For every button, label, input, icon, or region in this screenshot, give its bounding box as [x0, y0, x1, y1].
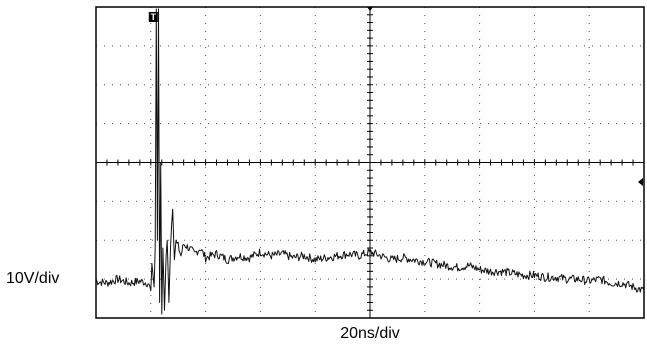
trigger-position-icon	[367, 7, 373, 11]
x-axis-label: 20ns/div	[340, 325, 400, 342]
trigger-marker-label: T	[151, 12, 157, 22]
markers: T	[148, 7, 643, 186]
trace-line	[95, 8, 645, 315]
graticule	[95, 6, 645, 319]
y-axis-label: 10V/div	[6, 270, 59, 287]
trigger-marker-icon	[148, 12, 158, 22]
waveform-trace	[95, 8, 645, 315]
trigger-level-icon	[638, 177, 643, 186]
